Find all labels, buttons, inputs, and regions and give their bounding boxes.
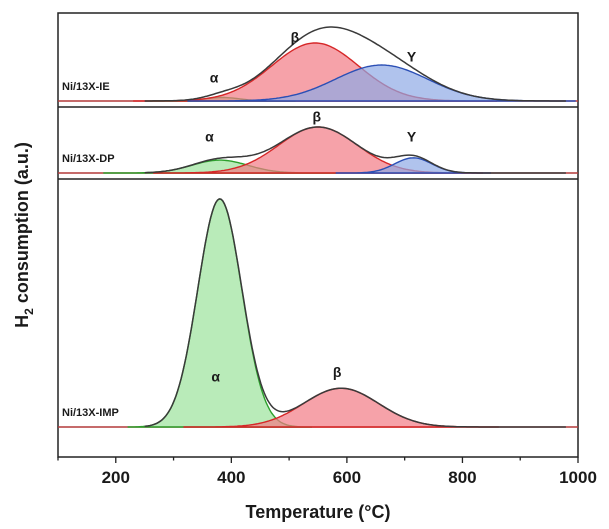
y-axis-title: H2 consumption (a.u.) — [12, 142, 36, 328]
peak-1 — [127, 198, 312, 428]
peak-label: α — [211, 368, 220, 384]
panel-2: Ni/13X-IMP α β — [58, 198, 578, 428]
sample-label: Ni/13X-IE — [62, 81, 110, 93]
sample-label: Ni/13X-IMP — [62, 407, 119, 419]
panel-1: Ni/13X-DP α β Y — [58, 109, 578, 174]
x-tick-label: 1000 — [559, 468, 597, 487]
envelope-curve — [144, 198, 566, 428]
peak-label: Y — [407, 49, 417, 65]
y-axis-title-h: H — [12, 315, 32, 328]
x-tick-label: 200 — [102, 468, 130, 487]
envelope-curve — [144, 26, 566, 102]
panels-layer: Ni/13X-IE α β Y Ni/13X-DP α β Y Ni/13X-IMP α β — [58, 26, 578, 428]
y-axis-title-subscript: 2 — [22, 308, 36, 315]
x-axis: 200 400 600 800 1000 — [57, 457, 597, 487]
peak-label: β — [291, 29, 300, 45]
envelope-curve — [144, 126, 566, 174]
sample-label: Ni/13X-DP — [62, 153, 115, 165]
x-tick-label: 600 — [333, 468, 361, 487]
x-tick-label: 800 — [448, 468, 476, 487]
peak-label: α — [210, 69, 219, 85]
plot-frame — [57, 12, 579, 458]
y-axis-title-rest: consumption (a.u.) — [12, 142, 32, 308]
panel-0: Ni/13X-IE α β Y — [58, 26, 578, 102]
peak-label: Y — [407, 129, 417, 145]
x-tick-label: 400 — [217, 468, 245, 487]
peak-label: α — [205, 129, 214, 145]
peak-label: β — [333, 364, 342, 380]
peak-label: β — [313, 109, 322, 125]
x-axis-title: Temperature (°C) — [246, 502, 391, 522]
